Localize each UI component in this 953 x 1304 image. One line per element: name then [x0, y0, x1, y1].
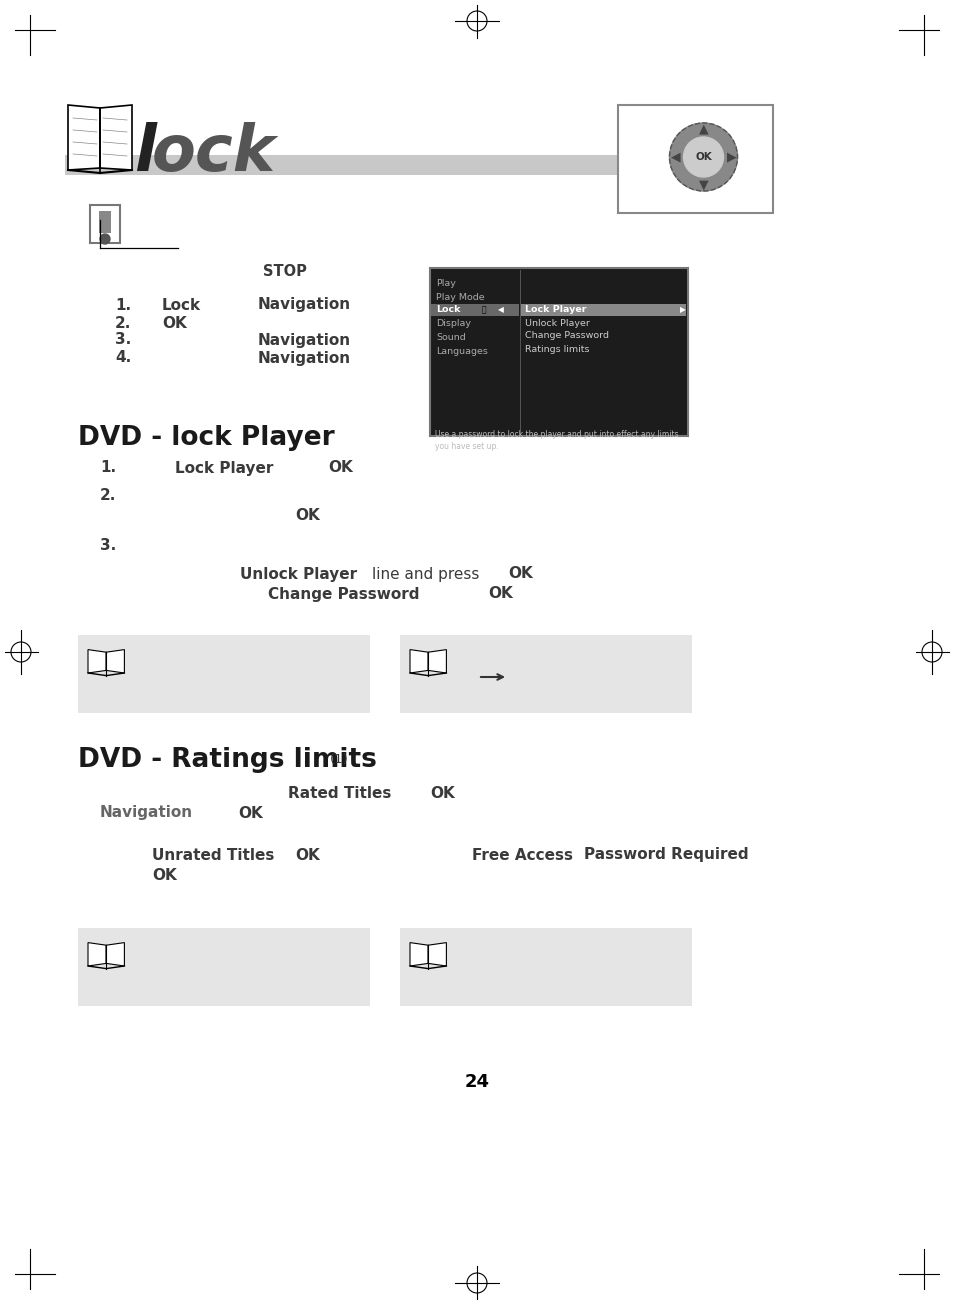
Text: 2.: 2. — [115, 316, 132, 330]
Text: OK: OK — [237, 806, 262, 820]
Text: 24: 24 — [464, 1073, 489, 1091]
Text: OK: OK — [507, 566, 532, 582]
Text: Sound: Sound — [436, 334, 465, 343]
Text: ▶: ▶ — [726, 150, 736, 163]
Text: Navigation: Navigation — [257, 333, 351, 347]
Text: Rated Titles: Rated Titles — [288, 785, 391, 801]
Text: line and press: line and press — [372, 566, 478, 582]
Polygon shape — [106, 943, 124, 966]
Circle shape — [669, 123, 737, 190]
Bar — [431, 304, 518, 316]
Bar — [399, 635, 691, 713]
Text: Lock: Lock — [162, 297, 201, 313]
Text: ◀: ◀ — [670, 150, 679, 163]
Text: DVD - lock Player: DVD - lock Player — [78, 425, 335, 451]
Text: Change Password: Change Password — [268, 587, 419, 601]
Polygon shape — [88, 649, 106, 673]
Polygon shape — [428, 649, 446, 673]
Text: STOP: STOP — [263, 265, 307, 279]
Text: Display: Display — [436, 319, 471, 329]
Text: Navigation: Navigation — [100, 806, 193, 820]
Text: Navigation: Navigation — [257, 297, 351, 313]
Text: Unlock Player: Unlock Player — [240, 566, 356, 582]
Text: ▲: ▲ — [698, 123, 707, 136]
Bar — [65, 155, 754, 175]
Text: 3.: 3. — [100, 539, 116, 553]
Text: Lock Player: Lock Player — [524, 305, 586, 314]
Text: ▼: ▼ — [698, 179, 707, 192]
Text: Use a password to lock the player and put into effect any limits
you have set up: Use a password to lock the player and pu… — [435, 430, 678, 451]
Polygon shape — [88, 943, 106, 966]
Text: OK: OK — [294, 509, 319, 523]
Text: l: l — [133, 123, 155, 184]
Text: Password Required: Password Required — [583, 848, 748, 862]
Text: OK: OK — [430, 785, 455, 801]
Text: OK: OK — [328, 460, 353, 476]
Bar — [99, 211, 111, 233]
Bar — [399, 928, 691, 1005]
Bar — [520, 304, 685, 316]
Text: Unrated Titles: Unrated Titles — [152, 848, 274, 862]
Text: Navigation: Navigation — [257, 351, 351, 365]
Text: 3.: 3. — [115, 333, 132, 347]
Text: OK: OK — [294, 848, 319, 862]
Text: Free Access: Free Access — [472, 848, 573, 862]
Bar — [90, 205, 120, 243]
Text: Lock: Lock — [436, 305, 460, 314]
Polygon shape — [106, 649, 124, 673]
Text: ock: ock — [152, 123, 276, 184]
Text: Change Password: Change Password — [524, 331, 608, 340]
Text: Play Mode: Play Mode — [436, 292, 484, 301]
Text: 🔒: 🔒 — [481, 305, 486, 314]
Polygon shape — [68, 106, 100, 170]
Text: Unlock Player: Unlock Player — [524, 318, 589, 327]
Polygon shape — [100, 106, 132, 170]
Circle shape — [682, 137, 722, 177]
Text: OK: OK — [695, 153, 711, 162]
Bar — [78, 635, 370, 713]
Text: Ratings limits: Ratings limits — [524, 344, 589, 353]
Bar — [78, 928, 370, 1005]
Text: (1): (1) — [330, 752, 349, 765]
Text: DVD - Ratings limits: DVD - Ratings limits — [78, 747, 376, 773]
Text: OK: OK — [162, 316, 187, 330]
Text: Lock Player: Lock Player — [174, 460, 274, 476]
Text: ◀: ◀ — [497, 305, 503, 314]
Text: 2.: 2. — [100, 489, 116, 503]
Text: Play: Play — [436, 279, 456, 288]
Text: OK: OK — [152, 867, 176, 883]
Text: Languages: Languages — [436, 347, 487, 356]
Text: ▶: ▶ — [679, 305, 685, 314]
Bar — [430, 269, 687, 436]
Polygon shape — [410, 943, 428, 966]
Circle shape — [100, 233, 110, 244]
Text: 4.: 4. — [115, 351, 132, 365]
Polygon shape — [428, 943, 446, 966]
Bar — [618, 106, 772, 213]
Text: OK: OK — [488, 587, 512, 601]
Text: 1.: 1. — [100, 460, 116, 476]
Text: 1.: 1. — [115, 297, 131, 313]
Polygon shape — [410, 649, 428, 673]
